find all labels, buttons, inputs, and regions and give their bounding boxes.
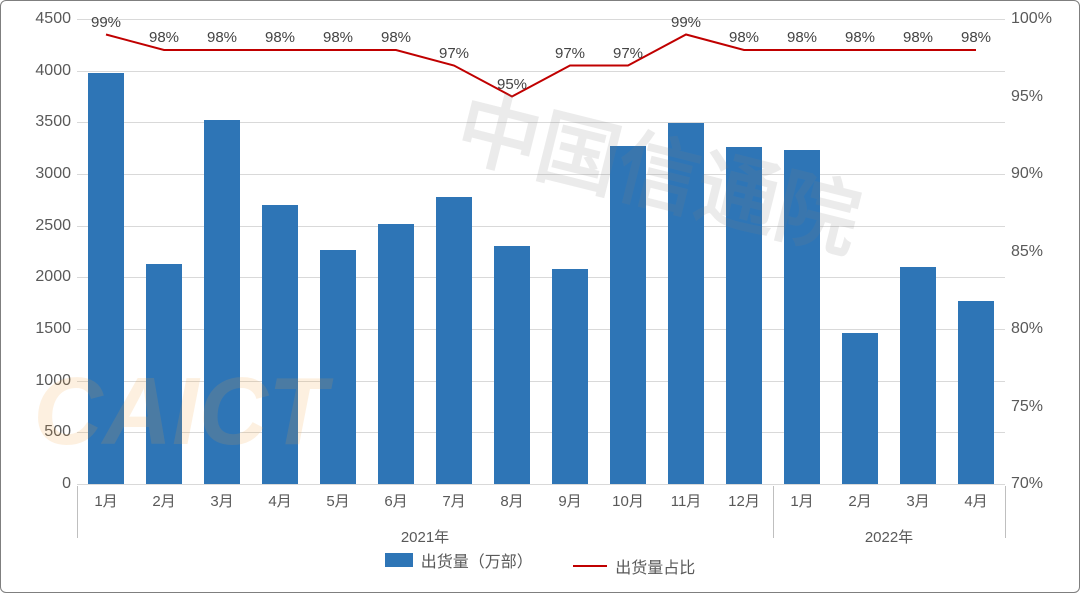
x-tick-label: 1月 (94, 484, 117, 511)
x-tick-label: 10月 (612, 484, 644, 511)
legend-item-line: 出货量占比 (573, 554, 695, 578)
legend-label-line: 出货量占比 (615, 554, 695, 578)
bar (436, 197, 472, 484)
line-value-label: 98% (903, 29, 933, 46)
y-left-tick: 500 (17, 423, 77, 441)
x-tick-label: 4月 (964, 484, 987, 511)
x-group-separator (1005, 486, 1006, 538)
bar (610, 146, 646, 484)
line-value-label: 97% (439, 45, 469, 62)
x-tick-label: 2月 (152, 484, 175, 511)
y-right-tick: 70% (1005, 475, 1065, 493)
bar (900, 267, 936, 484)
legend: 出货量（万部） 出货量占比 (1, 548, 1079, 578)
legend-label-bar: 出货量（万部） (421, 548, 533, 572)
plot-area: 05001000150020002500300035004000450070%7… (77, 19, 1005, 484)
legend-item-bar: 出货量（万部） (385, 548, 533, 572)
line-value-label: 99% (91, 14, 121, 31)
bar (494, 246, 530, 484)
line-value-label: 99% (671, 14, 701, 31)
line-value-label: 98% (207, 29, 237, 46)
line-value-label: 95% (497, 76, 527, 93)
y-right-tick: 75% (1005, 398, 1065, 416)
line-value-label: 98% (787, 29, 817, 46)
legend-swatch-line (573, 565, 607, 567)
bar (668, 123, 704, 484)
x-group-separator (773, 486, 774, 538)
x-tick-label: 5月 (326, 484, 349, 511)
line-value-label: 98% (729, 29, 759, 46)
gridline (77, 19, 1005, 20)
line-value-label: 98% (381, 29, 411, 46)
x-group-label: 2022年 (865, 526, 913, 547)
y-right-tick: 100% (1005, 10, 1065, 28)
chart-container: 0 500 1000 1500 2000 2500 3000 3500 4000 4500 70% 7… (0, 0, 1080, 593)
x-tick-label: 6月 (384, 484, 407, 511)
x-group-label: 2021年 (401, 526, 449, 547)
x-tick-label: 3月 (906, 484, 929, 511)
bar (552, 269, 588, 484)
bar (204, 120, 240, 484)
bar (146, 264, 182, 484)
y-left-tick: 0 (17, 475, 77, 493)
bar (320, 250, 356, 484)
y-left-tick: 4000 (17, 62, 77, 80)
line-value-label: 98% (149, 29, 179, 46)
legend-swatch-bar (385, 553, 413, 567)
bar (88, 73, 124, 484)
x-tick-label: 1月 (790, 484, 813, 511)
y-right-tick: 85% (1005, 243, 1065, 261)
x-tick-label: 3月 (210, 484, 233, 511)
bar (842, 333, 878, 484)
y-left-tick: 1000 (17, 372, 77, 390)
y-left-tick: 2000 (17, 268, 77, 286)
y-right-tick: 80% (1005, 320, 1065, 338)
bar (784, 150, 820, 484)
x-tick-label: 9月 (558, 484, 581, 511)
line-value-label: 98% (961, 29, 991, 46)
line-value-label: 97% (555, 45, 585, 62)
y-right-tick: 95% (1005, 88, 1065, 106)
y-left-tick: 3500 (17, 113, 77, 131)
line-value-label: 98% (265, 29, 295, 46)
line-value-label: 98% (323, 29, 353, 46)
y-left-tick: 4500 (17, 10, 77, 28)
x-tick-label: 11月 (671, 484, 702, 511)
y-left-tick: 3000 (17, 165, 77, 183)
y-left-tick: 1500 (17, 320, 77, 338)
x-group-separator (77, 486, 78, 538)
x-tick-label: 7月 (442, 484, 465, 511)
line-value-label: 97% (613, 45, 643, 62)
bar (726, 147, 762, 484)
x-tick-label: 12月 (728, 484, 760, 511)
y-right-tick: 90% (1005, 165, 1065, 183)
bar (378, 224, 414, 484)
line-value-label: 98% (845, 29, 875, 46)
bar (958, 301, 994, 484)
x-tick-label: 2月 (848, 484, 871, 511)
x-tick-label: 4月 (268, 484, 291, 511)
bar (262, 205, 298, 484)
gridline (77, 71, 1005, 72)
x-tick-label: 8月 (500, 484, 523, 511)
y-left-tick: 2500 (17, 217, 77, 235)
